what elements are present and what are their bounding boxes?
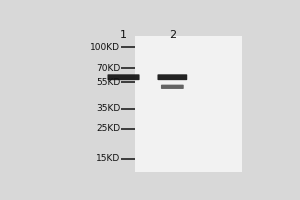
- Text: 2: 2: [169, 30, 176, 40]
- Text: 25KD: 25KD: [96, 124, 120, 133]
- Text: 1: 1: [120, 30, 127, 40]
- Text: 70KD: 70KD: [96, 64, 120, 73]
- Text: 100KD: 100KD: [90, 43, 120, 52]
- Text: 55KD: 55KD: [96, 78, 120, 87]
- Text: 35KD: 35KD: [96, 104, 120, 113]
- Text: 15KD: 15KD: [96, 154, 120, 163]
- Bar: [135, 36, 242, 172]
- FancyBboxPatch shape: [161, 85, 184, 89]
- FancyBboxPatch shape: [158, 74, 187, 80]
- FancyBboxPatch shape: [107, 74, 140, 80]
